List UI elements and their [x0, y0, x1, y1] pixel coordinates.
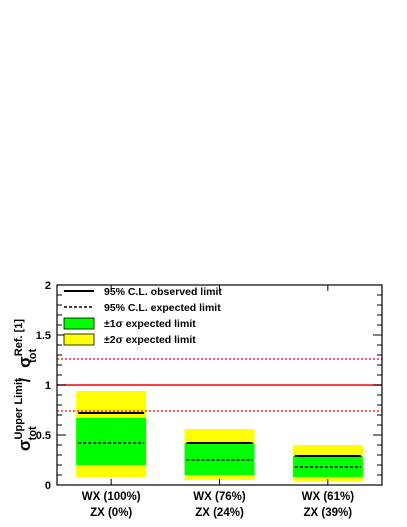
- ylabel-den-symbol: σ: [15, 356, 34, 368]
- legend-swatch-2: [63, 317, 95, 330]
- band-1sigma-1: [184, 443, 255, 475]
- ylabel-num-symbol: σ: [15, 439, 34, 451]
- category-label-line2-1: ZX (24%): [195, 507, 244, 519]
- legend-label-1: 95% C.L. expected limit: [104, 302, 221, 314]
- ylabel-num-sup: Upper Limit: [13, 378, 25, 439]
- category-label-line1-0: WX (100%): [82, 491, 141, 503]
- category-label-line2-0: ZX (0%): [90, 507, 132, 519]
- legend: 95% C.L. observed limit 95% C.L. expected…: [63, 286, 222, 346]
- band-1sigma-0: [76, 418, 147, 465]
- y-tick-label-2: 1: [45, 380, 51, 392]
- ylabel-den-sub: tot: [27, 349, 39, 363]
- y-tick-label-4: 2: [45, 280, 51, 292]
- ylabel-num-sub: tot: [27, 426, 39, 440]
- category-label-line1-2: WX (61%): [302, 491, 355, 503]
- category-label-line1-1: WX (76%): [193, 491, 246, 503]
- legend-label-3: ±2σ expected limit: [104, 334, 196, 346]
- plot-area: 0 0.5 1 1.5 2 WX (100%) ZX (0%) WX (76%) ZX (24%…: [36, 280, 383, 519]
- ylabel-slash: /: [17, 377, 34, 382]
- y-tick-label-1: 0.5: [36, 430, 51, 442]
- y-tick-label-3: 1.5: [36, 330, 51, 342]
- y-axis-label: σUpper Limit tot/σRef. [1] tot: [13, 319, 39, 452]
- legend-label-2: ±1σ expected limit: [104, 318, 196, 330]
- legend-swatch-3: [63, 333, 95, 346]
- category-label-line2-2: ZX (39%): [304, 507, 353, 519]
- ylabel-den-sup: Ref. [1]: [13, 319, 25, 357]
- legend-label-0: 95% C.L. observed limit: [104, 286, 222, 298]
- y-tick-label-0: 0: [45, 480, 51, 492]
